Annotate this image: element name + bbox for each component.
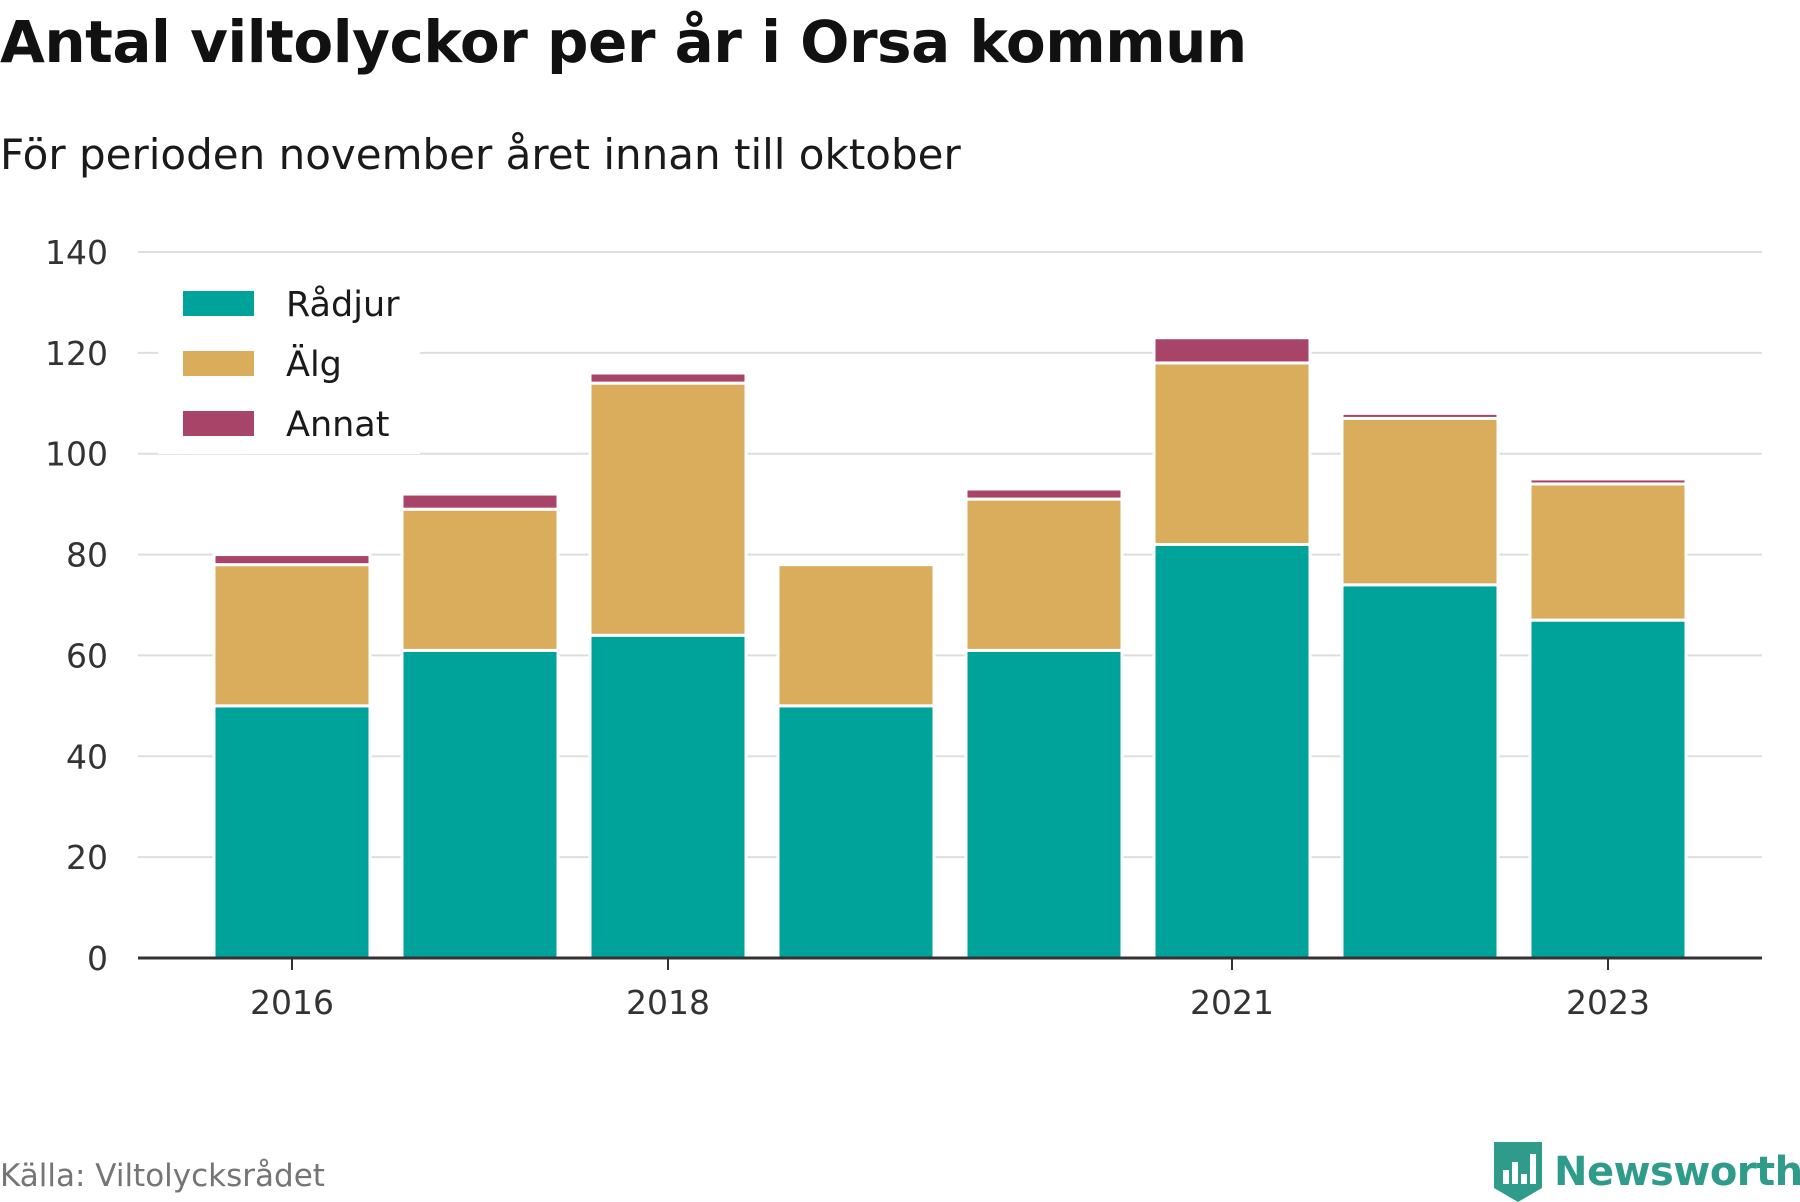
legend-swatch-annat <box>183 411 254 436</box>
bar-segment-älg-2018 <box>588 381 748 637</box>
x-tick-label: 2016 <box>250 983 334 1022</box>
bar-segment-älg-2022 <box>1340 416 1500 587</box>
bar-segment-älg-2023 <box>1528 482 1688 622</box>
legend-label: Rådjur <box>286 284 400 325</box>
legend: Rådjur Älg Annat <box>158 262 420 454</box>
legend-swatch-älg <box>183 351 254 376</box>
x-tick-label: 2023 <box>1566 983 1650 1022</box>
newsworthy-bar-chart-icon <box>1494 1142 1542 1202</box>
legend-swatch-rådjur <box>183 291 254 316</box>
bar-segment-älg-2020 <box>964 497 1124 652</box>
bar-segment-älg-2019 <box>776 563 936 708</box>
legend-label: Annat <box>286 405 389 445</box>
bar-segment-annat-2016 <box>212 553 372 567</box>
y-tick-label: 40 <box>66 737 108 776</box>
y-tick-label: 0 <box>87 939 108 978</box>
bar-segment-rådjur-2020 <box>964 648 1124 960</box>
chart-subtitle: För perioden november året innan till ok… <box>0 130 961 179</box>
bar-segment-rådjur-2023 <box>1528 618 1688 960</box>
brand-name: Newsworthy <box>1554 1149 1800 1195</box>
bar-segment-annat-2023 <box>1528 477 1688 486</box>
bar-segment-annat-2017 <box>400 492 560 511</box>
bar-segment-annat-2021 <box>1152 336 1312 365</box>
bar-segment-rådjur-2022 <box>1340 583 1500 960</box>
x-tick-label: 2018 <box>626 983 710 1022</box>
y-tick-label: 80 <box>66 536 108 575</box>
bars <box>212 336 1688 960</box>
bar-segment-rådjur-2021 <box>1152 542 1312 960</box>
bar-segment-rådjur-2019 <box>776 704 936 960</box>
bar-segment-rådjur-2017 <box>400 648 560 960</box>
bar-segment-älg-2016 <box>212 563 372 708</box>
y-tick-label: 100 <box>45 435 108 474</box>
y-tick-label: 60 <box>66 636 108 675</box>
y-axis-ticks: 0 20 40 60 80 100 120 140 <box>45 233 108 978</box>
stacked-bar-chart: 0 20 40 60 80 100 120 140 2016 2018 2021 2023 Rådj… <box>45 233 1762 1022</box>
source-note: Källa: Viltolycksrådet <box>0 1158 325 1194</box>
y-tick-label: 20 <box>66 838 108 877</box>
bar-segment-annat-2018 <box>588 371 748 385</box>
y-tick-label: 120 <box>45 334 108 373</box>
bar-segment-annat-2022 <box>1340 411 1500 420</box>
bar-segment-annat-2020 <box>964 487 1124 501</box>
bar-segment-älg-2017 <box>400 507 560 652</box>
brand-logo: Newsworthy <box>1494 1142 1800 1202</box>
bar-segment-rådjur-2016 <box>212 704 372 960</box>
chart-title: Antal viltolyckor per år i Orsa kommun <box>0 8 1247 76</box>
x-axis-ticks: 2016 2018 2021 2023 <box>250 958 1650 1022</box>
bar-segment-älg-2021 <box>1152 361 1312 546</box>
legend-label: Älg <box>286 343 342 385</box>
y-tick-label: 140 <box>45 233 108 272</box>
x-tick-label: 2021 <box>1190 983 1274 1022</box>
bar-segment-rådjur-2018 <box>588 633 748 960</box>
